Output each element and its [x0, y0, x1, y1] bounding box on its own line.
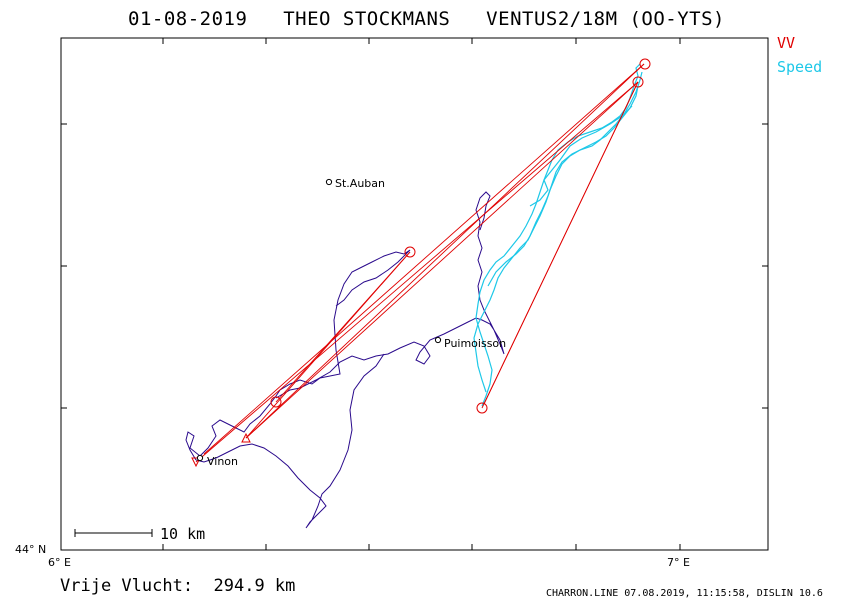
- map-title: 01-08-2019 THEO STOCKMANS VENTUS2/18M (O…: [128, 8, 725, 30]
- turnpoint-marker: [639, 58, 651, 70]
- axis-label-44n: 44° N: [15, 543, 47, 556]
- place-label-st-auban: St.Auban: [335, 177, 385, 190]
- flight-distance: Vrije Vlucht: 294.9 km: [60, 576, 296, 596]
- place-marker-st-auban: [325, 178, 333, 186]
- legend-speed: Speed: [777, 58, 823, 76]
- axis-label-6e: 6° E: [48, 556, 71, 569]
- place-marker-puimoisson: [434, 336, 442, 344]
- vv-triangle: [195, 63, 645, 463]
- place-label-vinon: Vinon: [207, 455, 239, 468]
- place-marker-vinon: [196, 454, 204, 462]
- flight-track-purple: [185, 191, 505, 529]
- axis-label-7e: 7° E: [667, 556, 690, 569]
- legend-vv: VV: [777, 34, 796, 52]
- scale-bar: [74, 529, 153, 537]
- turnpoint-marker: [632, 76, 644, 88]
- scale-bar-label: 10 km: [160, 525, 206, 543]
- start-marker: [241, 432, 251, 443]
- turnpoint-markers: [191, 58, 651, 468]
- turnpoint-marker: [404, 246, 416, 258]
- place-label-puimoisson: Puimoisson: [444, 337, 507, 350]
- place-markers: [196, 178, 442, 462]
- flight-track-cyan: [473, 63, 643, 407]
- map-frame: [60, 37, 769, 551]
- axis-ticks: [61, 38, 768, 551]
- finish-marker: [191, 457, 201, 468]
- turnpoint-marker: [476, 402, 488, 414]
- credits: CHARRON.LINE 07.08.2019, 11:15:58, DISLI…: [546, 588, 823, 599]
- turnpoint-marker: [270, 396, 282, 408]
